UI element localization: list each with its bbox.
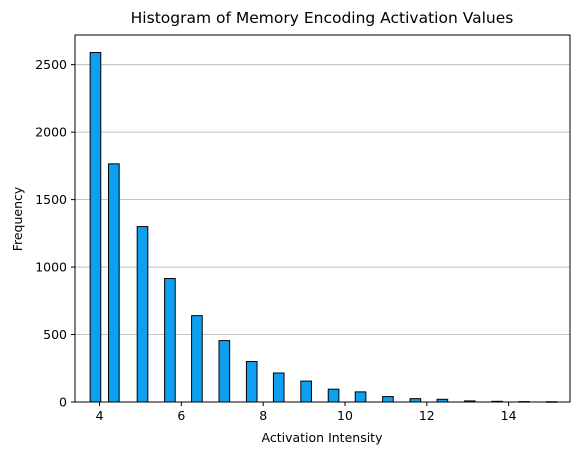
x-tick-label: 4	[96, 408, 104, 423]
axes	[71, 34, 571, 406]
plot-frame	[74, 34, 571, 403]
x-tick-label: 12	[419, 408, 435, 423]
histogram-bar	[354, 391, 367, 403]
y-tick-label: 1500	[35, 192, 67, 207]
y-tick-label: 0	[59, 395, 67, 410]
y-axis-label: Frequency	[10, 186, 25, 251]
y-tick-label: 1000	[35, 260, 67, 275]
x-tick-label: 8	[259, 408, 267, 423]
histogram-bar	[409, 398, 422, 403]
histogram-bar	[164, 278, 176, 403]
histogram-bar	[327, 388, 340, 403]
histogram-bar	[191, 315, 203, 403]
histogram-bar	[272, 372, 285, 403]
histogram-bar	[218, 340, 231, 403]
histogram-bar	[300, 380, 312, 403]
chart-title: Histogram of Memory Encoding Activation …	[131, 9, 514, 27]
histogram-bar	[382, 396, 394, 403]
x-tick-label: 10	[337, 408, 353, 423]
x-tick-label: 6	[177, 408, 185, 423]
y-tick-label: 500	[43, 327, 67, 342]
y-tick-label: 2000	[35, 125, 67, 140]
y-tick-label: 2500	[35, 57, 67, 72]
tick-labels: 4 6 8 10 12 14 0 500 1000 1500 2000 2500	[35, 57, 516, 423]
x-tick-label: 14	[501, 408, 517, 423]
histogram-bar	[245, 361, 258, 403]
histogram-bar	[89, 52, 102, 403]
histogram-bar	[136, 226, 149, 403]
histogram-bar	[108, 163, 120, 403]
gridlines	[75, 64, 570, 403]
histogram-bars	[89, 52, 558, 403]
x-axis-label: Activation Intensity	[262, 430, 384, 445]
